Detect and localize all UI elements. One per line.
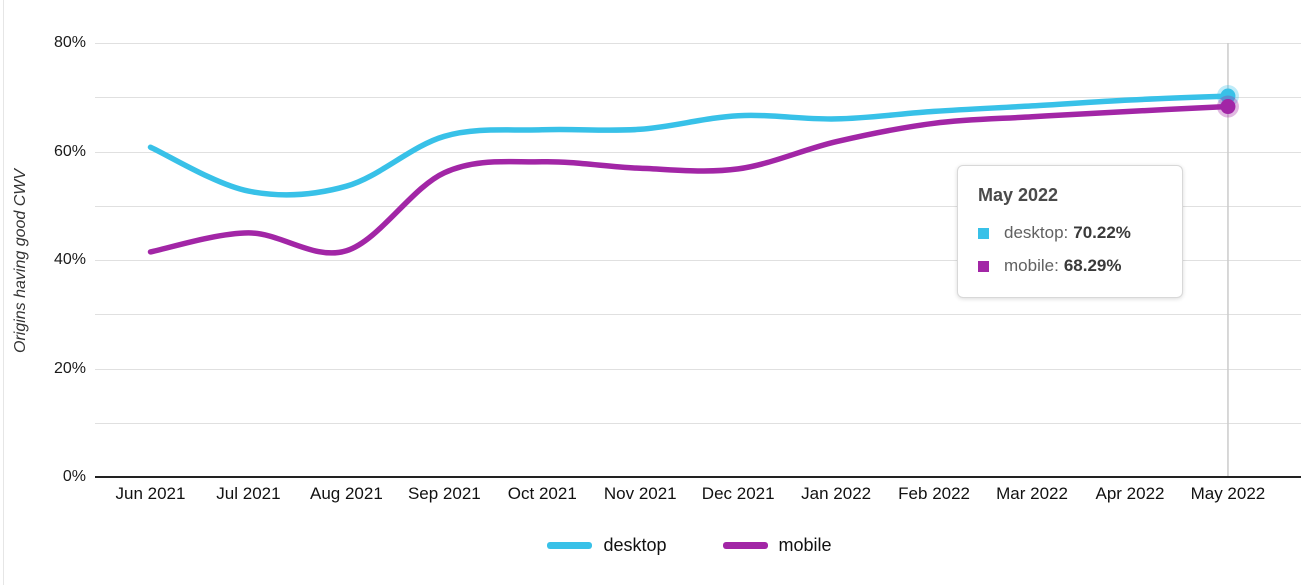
x-tick-label: Jan 2022 — [801, 484, 872, 503]
mobile-line — [147, 103, 1231, 256]
legend: desktop mobile — [39, 535, 1301, 556]
y-tick-label: 20% — [53, 359, 86, 377]
tooltip-row-desktop: desktop: 70.22% — [978, 223, 1162, 243]
x-tick-label: Aug 2021 — [309, 484, 383, 503]
y-tick-label: 80% — [53, 34, 86, 51]
x-tick-label: Apr 2022 — [1095, 484, 1165, 503]
x-tick-label: Nov 2021 — [603, 484, 677, 503]
tooltip-row-mobile: mobile: 68.29% — [978, 256, 1162, 276]
x-tick-label: Feb 2022 — [898, 484, 971, 503]
x-tick-label: Oct 2021 — [507, 484, 577, 503]
desktop-swatch-icon — [978, 227, 989, 239]
y-tick-label: 0% — [62, 468, 86, 485]
legend-mobile-label: mobile — [778, 535, 832, 555]
x-tick-label: Jul 2021 — [216, 484, 281, 503]
tooltip: May 2022 desktop: 70.22% mobile: 68.29% — [957, 165, 1183, 298]
tooltip-mobile-label: mobile: — [1004, 256, 1059, 275]
x-tick-label: Jun 2021 — [115, 484, 186, 503]
desktop-end-point[interactable] — [1220, 88, 1236, 104]
desktop-line — [147, 93, 1231, 198]
x-tick-label: May 2022 — [1190, 484, 1266, 503]
page-left-border — [3, 0, 4, 585]
legend-desktop-label: desktop — [603, 535, 667, 555]
x-tick-label: Dec 2021 — [701, 484, 775, 503]
y-tick-label: 40% — [53, 251, 86, 268]
tooltip-desktop-label: desktop: — [1004, 223, 1069, 242]
mobile-line-swatch-icon — [722, 542, 768, 549]
x-tick-label: Sep 2021 — [407, 484, 481, 503]
mobile-end-point[interactable] — [1220, 99, 1236, 115]
tooltip-desktop-value: 70.22% — [1073, 223, 1131, 242]
tooltip-title: May 2022 — [978, 185, 1059, 205]
legend-item-desktop[interactable]: desktop — [547, 535, 667, 556]
mobile-swatch-icon — [978, 260, 989, 272]
y-tick-label: 60% — [53, 142, 86, 160]
desktop-line-swatch-icon — [547, 542, 593, 549]
x-tick-label: Mar 2022 — [996, 484, 1068, 503]
tooltip-mobile-value: 68.29% — [1063, 256, 1122, 275]
legend-item-mobile[interactable]: mobile — [722, 535, 832, 556]
